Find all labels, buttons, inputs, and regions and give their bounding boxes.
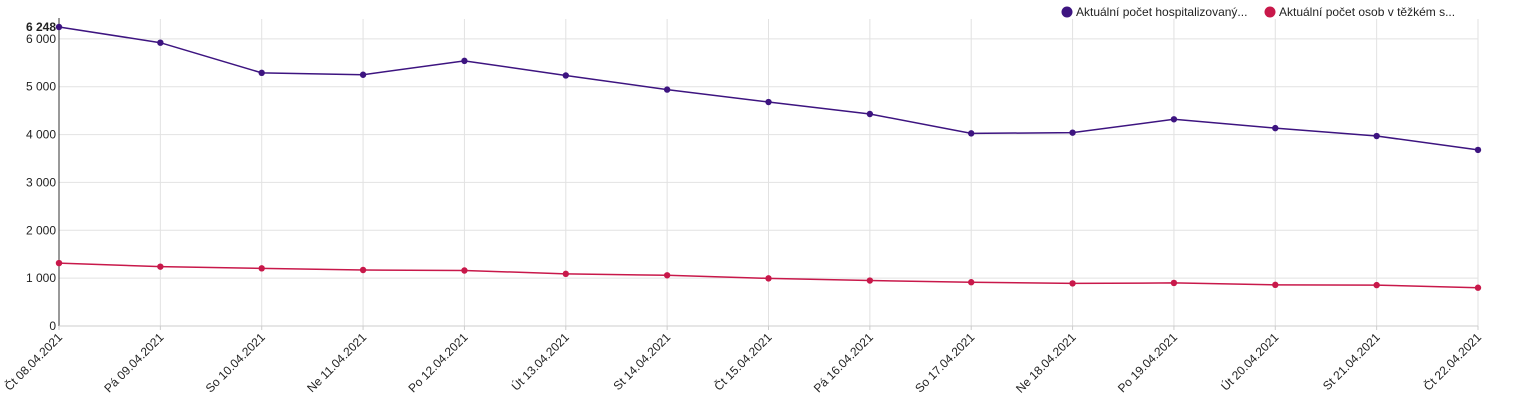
y-tick-label: 4 000 [26,128,56,142]
x-tick-label: Po 12.04.2021 [405,330,470,395]
data-point[interactable] [663,86,671,93]
y-tick-label: 2 000 [26,223,56,237]
legend: Aktuální počet hospitalizovaný... Aktuáln… [1061,5,1456,19]
y-tick-label: 0 [49,319,56,333]
legend-item-1[interactable]: Aktuální počet hospitalizovaný... [1061,5,1248,19]
x-tick-label: Po 19.04.2021 [1115,330,1180,395]
x-tick-label: Ne 18.04.2021 [1013,330,1079,396]
x-tick-label: Čt 22.04.2021 [1420,329,1484,393]
data-point[interactable] [157,39,164,46]
data-point[interactable] [1069,129,1076,136]
legend-label: Aktuální počet osob v těžkém s... [1279,5,1455,19]
x-tick-label: Čt 15.04.2021 [711,329,775,393]
data-point[interactable] [1474,284,1482,291]
x-tick-label: St 14.04.2021 [611,330,674,393]
y-tick-label: 3 000 [26,175,56,189]
data-point[interactable] [1373,281,1380,289]
legend-marker [1264,6,1276,18]
data-point[interactable] [968,130,975,137]
x-tick-label: Pá 09.04.2021 [101,330,166,395]
x-tick-label: Út 13.04.2021 [508,329,572,393]
y-tick-label: 6 000 [26,32,56,46]
legend-label: Aktuální počet hospitalizovaný... [1076,5,1247,19]
data-point[interactable] [258,265,265,272]
data-point[interactable] [562,270,569,278]
series-layer [55,23,1482,291]
series-1 [55,23,1482,154]
x-tick-label: St 21.04.2021 [1320,330,1383,393]
grid [59,19,1479,326]
x-tick-label: Ne 11.04.2021 [304,330,369,395]
y-tick-label: 1 000 [26,271,56,285]
data-point[interactable] [866,110,874,118]
data-point[interactable] [1272,124,1279,132]
x-tick-label: So 10.04.2021 [203,330,268,395]
x-tick-label: Čt 08.04.2021 [1,329,65,393]
x-tick-label: So 17.04.2021 [912,330,977,395]
data-point[interactable] [765,275,772,282]
y-tick-label: 5 000 [26,80,56,94]
data-point[interactable] [663,272,671,279]
x-tick-label: Út 20.04.2021 [1217,329,1281,393]
data-point[interactable] [157,263,164,270]
data-point[interactable] [765,98,772,106]
data-point[interactable] [866,277,874,284]
data-point[interactable] [562,72,569,79]
data-point[interactable] [461,57,468,65]
data-point[interactable] [1272,281,1279,289]
series-2 [55,259,1482,291]
data-point[interactable] [359,266,367,274]
data-point[interactable] [1069,280,1076,287]
data-point[interactable] [1170,279,1178,287]
legend-marker [1061,6,1073,18]
data-point[interactable] [55,259,63,267]
y-max-label: 6 248 [26,20,56,34]
x-tick-label: Pá 16.04.2021 [811,330,876,395]
data-point[interactable] [258,69,265,77]
legend-item-2[interactable]: Aktuální počet osob v těžkém s... [1264,5,1456,19]
data-point[interactable] [1373,132,1380,140]
data-point[interactable] [461,267,468,274]
data-point[interactable] [1170,116,1178,123]
data-point[interactable] [359,71,367,78]
data-point[interactable] [55,23,63,31]
data-point[interactable] [968,279,975,286]
data-point[interactable] [1474,146,1482,154]
